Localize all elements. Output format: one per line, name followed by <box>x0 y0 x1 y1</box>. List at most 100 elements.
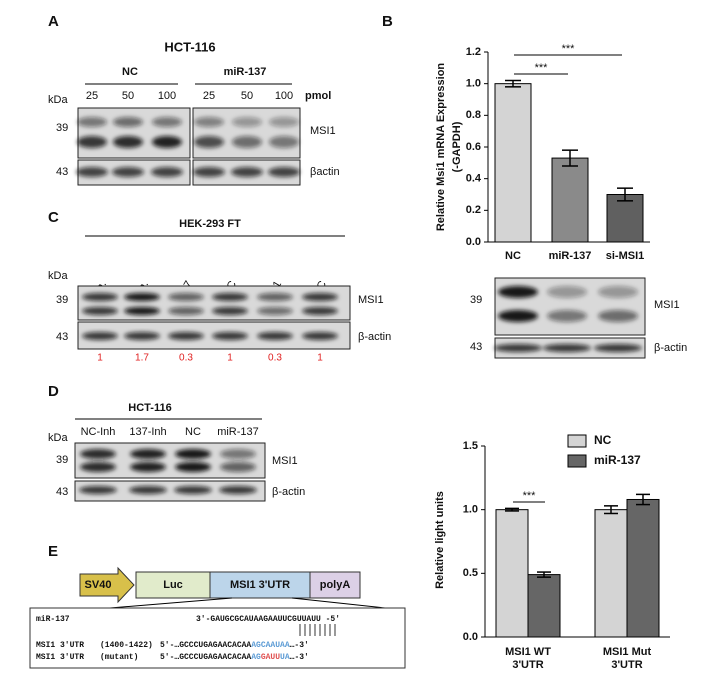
promoter-arrow <box>79 566 135 604</box>
size-label: 39 <box>470 294 482 306</box>
blot-bands <box>498 286 638 322</box>
sequence-name: MSI1 3'UTR <box>36 653 84 662</box>
x-tick-label: MSI1 WT <box>505 646 551 658</box>
blot-bands <box>82 293 338 315</box>
band <box>220 449 256 459</box>
size-label: 39 <box>56 122 68 134</box>
band <box>212 332 248 340</box>
blot-bands <box>79 486 257 494</box>
y-axis-label: (-GAPDH) <box>451 121 463 172</box>
error-bar <box>604 505 618 515</box>
blot-title: HCT-116 <box>164 39 215 54</box>
lane-label: 25 <box>203 90 215 102</box>
band <box>168 332 204 340</box>
expression-ratio: 1 <box>317 353 323 364</box>
error-bar <box>505 507 519 512</box>
band <box>113 136 143 148</box>
y-tick-label: 0.2 <box>466 204 481 216</box>
blot-background <box>192 107 301 159</box>
band <box>168 307 204 315</box>
protein-label: β-actin <box>358 331 391 343</box>
y-axis-label: Relative light units <box>434 491 446 589</box>
lane-label: 50 <box>122 90 134 102</box>
y-tick-label: 1.0 <box>466 78 481 90</box>
band <box>257 307 293 315</box>
band <box>151 167 183 177</box>
lane-label: NC-Inh <box>81 426 116 438</box>
size-label: 39 <box>56 294 68 306</box>
sequence: 5'-…GCCCUGAGAACACAAAGCAAUAA…-3' <box>160 641 309 650</box>
panel-letter: D <box>48 383 59 400</box>
band <box>268 167 300 177</box>
y-tick-label: 1.0 <box>463 504 478 516</box>
y-tick-label: 0.6 <box>466 141 481 153</box>
size-label: 43 <box>56 486 68 498</box>
bar <box>551 157 589 243</box>
band <box>193 167 225 177</box>
sequence-part: UA <box>280 653 290 662</box>
sequence-part: 5'-…GCCCUGAGAACACAA <box>160 653 251 662</box>
band <box>220 462 256 472</box>
band <box>112 167 144 177</box>
band <box>80 449 116 459</box>
x-tick-label: 3'UTR <box>611 659 642 671</box>
band <box>129 486 167 494</box>
expression-ratio: 0.3 <box>268 353 282 364</box>
blot-title: HCT-116 <box>128 402 171 414</box>
protein-label: β-actin <box>272 486 305 498</box>
group-label: NC <box>122 66 138 78</box>
zoom-line <box>291 597 386 609</box>
sequence-part: AG <box>251 653 261 662</box>
band <box>82 293 118 301</box>
panel-letter: E <box>48 543 58 560</box>
band <box>498 286 538 298</box>
band <box>152 136 182 148</box>
band <box>76 167 108 177</box>
band <box>113 117 143 127</box>
legend-swatch <box>567 434 587 448</box>
sequence: 5'-…GCCCUGAGAACACAAAGGAUUUA…-3' <box>160 653 309 662</box>
lane-label: miR-137 <box>217 426 259 438</box>
y-tick-label: 0.0 <box>466 236 481 248</box>
legend-swatch <box>567 454 587 468</box>
lane-label: NC <box>185 426 201 438</box>
blot-bands <box>82 332 338 340</box>
blot-background <box>77 107 191 159</box>
group-label: miR-137 <box>224 66 267 78</box>
band <box>232 136 262 148</box>
y-tick-label: 1.2 <box>466 46 481 58</box>
band <box>543 344 591 352</box>
bar <box>494 83 532 243</box>
kda-label: kDa <box>48 94 68 106</box>
band <box>547 286 587 298</box>
band <box>77 117 107 127</box>
band <box>494 344 542 352</box>
bar <box>495 509 529 638</box>
sequence-part: GAUU <box>261 653 280 662</box>
band <box>269 117 299 127</box>
sequence-name: MSI1 3'UTR <box>36 641 84 650</box>
band <box>219 486 257 494</box>
band <box>194 117 224 127</box>
lane-label: 137-Inh <box>129 426 166 438</box>
legend-label: miR-137 <box>594 453 641 467</box>
y-tick-label: 0.4 <box>466 173 482 185</box>
blot-background <box>77 285 351 321</box>
x-tick-label: miR-137 <box>549 250 592 262</box>
band <box>231 167 263 177</box>
size-label: 39 <box>56 454 68 466</box>
construct-label: polyA <box>320 579 351 591</box>
construct-label: SV40 <box>85 579 112 591</box>
band <box>124 307 160 315</box>
significance-label: *** <box>562 43 576 55</box>
sequence-part: …-3' <box>290 653 309 662</box>
blot-background <box>74 442 266 479</box>
blot-background <box>74 480 266 502</box>
band <box>547 310 587 322</box>
band <box>124 332 160 340</box>
lane-label: 100 <box>158 90 176 102</box>
band <box>79 486 117 494</box>
protein-label: β-actin <box>654 342 687 354</box>
blot-bands <box>494 344 642 352</box>
significance-label: *** <box>523 490 537 502</box>
